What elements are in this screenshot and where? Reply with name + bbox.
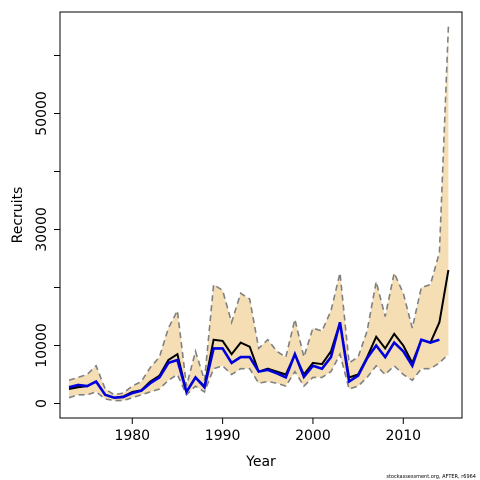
y-tick-label: 30000 bbox=[34, 207, 50, 252]
plot-frame bbox=[59, 11, 463, 419]
confidence-band bbox=[69, 26, 449, 401]
x-tick-label: 1990 bbox=[205, 428, 241, 444]
series-line-blue bbox=[68, 321, 440, 400]
x-axis: 1980 1990 2000 2010 bbox=[114, 418, 421, 444]
plot-area bbox=[68, 26, 450, 402]
upper-bound-line bbox=[68, 26, 450, 396]
y-tick-label: 50000 bbox=[34, 91, 50, 136]
y-tick-label: 0 bbox=[34, 399, 50, 408]
x-tick-label: 2000 bbox=[295, 428, 331, 444]
y-axis-title: Recruits bbox=[10, 187, 26, 244]
x-axis-title: Year bbox=[245, 454, 276, 470]
y-tick-label: 10000 bbox=[34, 323, 50, 368]
y-axis: 0 10000 30000 50000 bbox=[34, 55, 60, 408]
x-tick-label: 2010 bbox=[385, 428, 421, 444]
footnote: stockassessment.org, AFTER, r6964 bbox=[386, 474, 476, 480]
x-tick-label: 1980 bbox=[114, 428, 150, 444]
